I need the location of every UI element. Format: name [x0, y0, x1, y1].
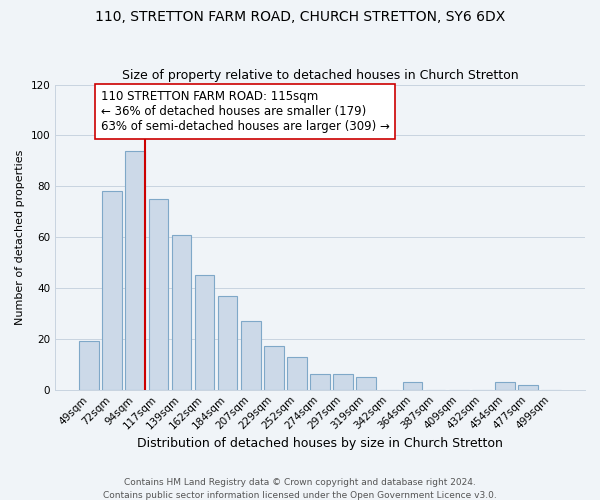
- Bar: [264, 346, 284, 390]
- Text: 110, STRETTON FARM ROAD, CHURCH STRETTON, SY6 6DX: 110, STRETTON FARM ROAD, CHURCH STRETTON…: [95, 10, 505, 24]
- Bar: [334, 374, 353, 390]
- Bar: [403, 382, 422, 390]
- Bar: [356, 377, 376, 390]
- Y-axis label: Number of detached properties: Number of detached properties: [15, 150, 25, 325]
- Bar: [172, 234, 191, 390]
- Bar: [310, 374, 330, 390]
- Title: Size of property relative to detached houses in Church Stretton: Size of property relative to detached ho…: [122, 69, 518, 82]
- Bar: [149, 199, 168, 390]
- Bar: [287, 356, 307, 390]
- Bar: [518, 384, 538, 390]
- Bar: [125, 150, 145, 390]
- Bar: [195, 276, 214, 390]
- Bar: [103, 192, 122, 390]
- Bar: [79, 342, 99, 390]
- Bar: [241, 321, 260, 390]
- Bar: [218, 296, 238, 390]
- X-axis label: Distribution of detached houses by size in Church Stretton: Distribution of detached houses by size …: [137, 437, 503, 450]
- Bar: [495, 382, 515, 390]
- Text: 110 STRETTON FARM ROAD: 115sqm
← 36% of detached houses are smaller (179)
63% of: 110 STRETTON FARM ROAD: 115sqm ← 36% of …: [101, 90, 389, 132]
- Text: Contains HM Land Registry data © Crown copyright and database right 2024.
Contai: Contains HM Land Registry data © Crown c…: [103, 478, 497, 500]
